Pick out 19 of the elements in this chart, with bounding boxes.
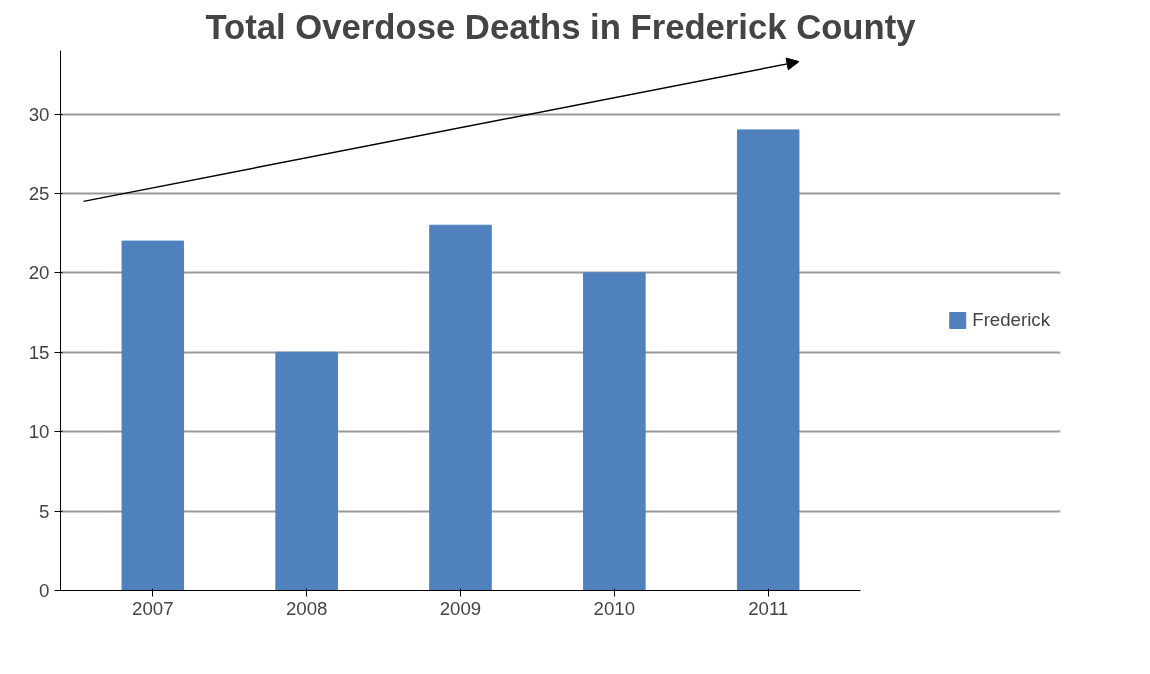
chart-title: Total Overdose Deaths in Frederick County	[205, 7, 917, 46]
x-tick-label: 2008	[285, 597, 328, 619]
y-tick-label: 5	[39, 500, 50, 522]
y-tick-label: 0	[39, 580, 50, 601]
y-tick-label: 25	[28, 182, 50, 204]
y-tick-label: 15	[28, 341, 50, 363]
x-tick-label: 2007	[132, 597, 174, 619]
x-tick-label: 2010	[593, 597, 636, 619]
y-tick-label: 10	[28, 421, 50, 443]
legend-label: Frederick	[972, 309, 1050, 331]
bar	[429, 224, 492, 591]
y-tick-label: 20	[28, 262, 50, 284]
x-tick-label: 2009	[439, 597, 482, 619]
x-tick-label: 2011	[748, 597, 789, 619]
bar	[736, 129, 800, 591]
y-tick-label: 30	[28, 103, 50, 125]
bar	[121, 240, 185, 591]
bar	[583, 272, 646, 591]
bar	[275, 351, 338, 591]
